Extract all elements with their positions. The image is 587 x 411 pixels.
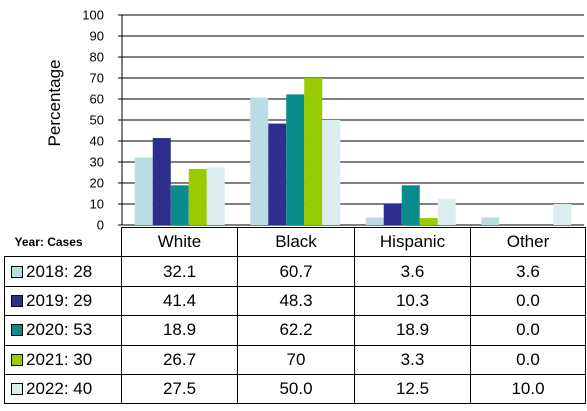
y-tick-label: 30 xyxy=(90,155,104,170)
bar-2019-hispanic xyxy=(383,203,402,225)
data-cell: 32.1 xyxy=(121,256,238,287)
data-table: Year: Cases White Black Hispanic Other 2… xyxy=(4,226,586,405)
data-cell: 48.3 xyxy=(237,285,355,317)
bar-2019-white xyxy=(152,138,171,225)
data-cell: 60.7 xyxy=(237,256,355,287)
data-cell: 26.7 xyxy=(121,344,238,375)
data-cell: 18.9 xyxy=(121,315,238,346)
bar-2020-hispanic xyxy=(401,185,420,225)
table-header-row: Year: Cases White Black Hispanic Other xyxy=(4,226,586,258)
category-label: Other xyxy=(470,226,586,258)
bar-2021-black xyxy=(304,78,323,225)
y-tick-label: 0 xyxy=(97,218,104,231)
bar-2022-hispanic xyxy=(437,198,456,225)
bars xyxy=(134,78,572,225)
bar-2020-white xyxy=(170,185,189,225)
legend-swatch xyxy=(11,383,23,396)
legend-swatch xyxy=(11,265,23,278)
data-cell: 3.6 xyxy=(470,256,586,287)
y-tick-label: 90 xyxy=(90,29,104,44)
y-axis: 0 10 20 30 40 50 60 70 80 90 100 xyxy=(82,8,123,231)
bar-2021-white xyxy=(188,168,207,225)
data-cell: 70 xyxy=(237,344,355,375)
bar-2018-black xyxy=(250,97,269,225)
data-cell: 62.2 xyxy=(237,315,355,346)
legend-swatch xyxy=(11,324,23,337)
legend-swatch xyxy=(11,353,23,366)
series-label: 2021: 30 xyxy=(4,344,122,375)
bar-2018-other xyxy=(481,217,500,225)
y-tick-label: 80 xyxy=(90,50,104,65)
data-cell: 0.0 xyxy=(470,285,586,317)
data-cell: 41.4 xyxy=(121,285,238,317)
y-tick-label: 100 xyxy=(82,8,104,23)
data-cell: 0.0 xyxy=(470,344,586,375)
data-cell: 3.3 xyxy=(354,344,471,375)
series-label: 2018: 28 xyxy=(4,256,122,287)
category-label: Black xyxy=(237,226,355,258)
y-tick-label: 40 xyxy=(90,134,104,149)
data-cell: 3.6 xyxy=(354,256,471,287)
y-tick-label: 10 xyxy=(90,197,104,212)
bar-2022-black xyxy=(322,120,341,225)
category-label: White xyxy=(121,226,238,258)
legend-swatch xyxy=(11,294,23,307)
category-label: Hispanic xyxy=(354,226,471,258)
y-tick-label: 50 xyxy=(90,113,104,128)
table-row: 2021: 30 26.7 70 3.3 0.0 xyxy=(4,344,586,375)
table-corner-label: Year: Cases xyxy=(4,227,122,257)
bar-chart: 0 10 20 30 40 50 60 70 80 90 100 Percentage xyxy=(45,8,584,231)
data-cell: 10.3 xyxy=(354,285,471,317)
table-row: 2019: 29 41.4 48.3 10.3 0.0 xyxy=(4,285,586,317)
y-tick-label: 20 xyxy=(90,176,104,191)
data-cell: 0.0 xyxy=(470,315,586,346)
y-tick-label: 70 xyxy=(90,71,104,86)
bar-2019-black xyxy=(268,123,287,225)
bar-2021-hispanic xyxy=(419,218,438,225)
table-row: 2022: 40 27.5 50.0 12.5 10.0 xyxy=(4,373,586,405)
bar-2020-black xyxy=(286,94,305,225)
table-row: 2018: 28 32.1 60.7 3.6 3.6 xyxy=(4,256,586,287)
table-row: 2020: 53 18.9 62.2 18.9 0.0 xyxy=(4,315,586,346)
y-axis-label: Percentage xyxy=(45,60,64,147)
bar-2022-white xyxy=(206,167,225,225)
data-cell: 10.0 xyxy=(470,373,586,405)
data-cell: 27.5 xyxy=(121,373,238,405)
bar-2022-other xyxy=(553,204,572,225)
y-tick-label: 60 xyxy=(90,92,104,107)
series-label: 2019: 29 xyxy=(4,285,122,317)
data-cell: 50.0 xyxy=(237,373,355,405)
series-label: 2020: 53 xyxy=(4,315,122,346)
bar-2018-hispanic xyxy=(365,217,384,225)
series-label: 2022: 40 xyxy=(4,373,122,405)
bar-2018-white xyxy=(134,157,153,225)
data-cell: 18.9 xyxy=(354,315,471,346)
data-cell: 12.5 xyxy=(354,373,471,405)
